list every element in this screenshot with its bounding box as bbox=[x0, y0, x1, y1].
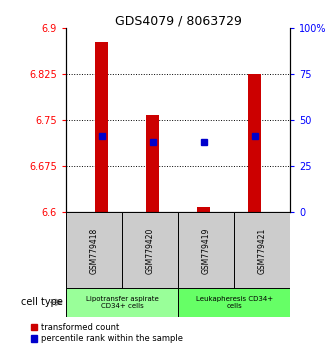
Bar bbox=[178, 212, 234, 289]
Bar bbox=[95, 42, 108, 212]
Text: cell type: cell type bbox=[21, 297, 63, 307]
Text: GSM779418: GSM779418 bbox=[89, 227, 99, 274]
Bar bbox=[66, 288, 178, 317]
Bar bbox=[66, 212, 122, 289]
Bar bbox=[146, 115, 159, 212]
Text: Lipotransfer aspirate
CD34+ cells: Lipotransfer aspirate CD34+ cells bbox=[86, 296, 158, 309]
Text: GSM779419: GSM779419 bbox=[202, 227, 211, 274]
Text: GSM779421: GSM779421 bbox=[258, 227, 267, 274]
Text: Leukapheresis CD34+
cells: Leukapheresis CD34+ cells bbox=[196, 296, 273, 309]
Text: GSM779420: GSM779420 bbox=[146, 227, 155, 274]
Title: GDS4079 / 8063729: GDS4079 / 8063729 bbox=[115, 14, 242, 27]
Bar bbox=[122, 212, 178, 289]
Bar bbox=[178, 288, 290, 317]
Legend: transformed count, percentile rank within the sample: transformed count, percentile rank withi… bbox=[31, 323, 182, 343]
Bar bbox=[248, 74, 261, 212]
Bar bbox=[197, 207, 210, 212]
Bar bbox=[234, 212, 290, 289]
